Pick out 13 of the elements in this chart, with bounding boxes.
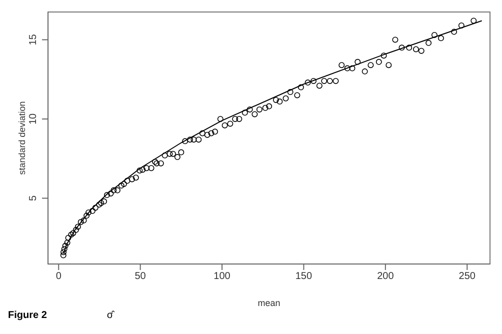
y-tick-label: 10	[28, 112, 39, 125]
text: σ̂	[106, 310, 114, 321]
x-tick-label: 200	[377, 271, 394, 282]
x-tick-label: 100	[214, 271, 231, 282]
y-axis-title: standard deviation	[17, 101, 28, 175]
y-tick-label: 15	[28, 34, 39, 46]
y-tick-label: 5	[28, 195, 39, 202]
x-tick-label: 250	[458, 271, 476, 282]
x-tick-label: 0	[56, 271, 62, 282]
x-axis-title: mean	[258, 298, 280, 308]
x-tick-label: 50	[134, 271, 146, 282]
x-tick-label: 150	[295, 271, 312, 282]
caption: Figure 2	[8, 310, 47, 321]
